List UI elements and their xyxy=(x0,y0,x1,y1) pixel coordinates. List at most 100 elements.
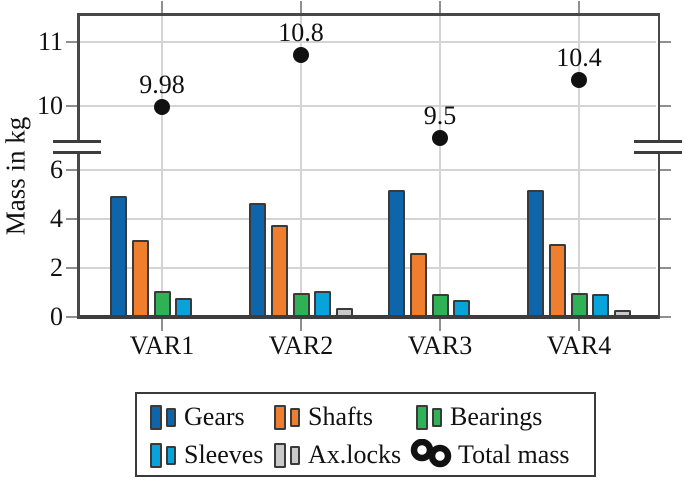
y-tick-label: 2 xyxy=(50,253,63,282)
gridline-v xyxy=(161,15,163,315)
axis-bottom xyxy=(77,315,660,319)
x-tick-bottom xyxy=(578,318,580,331)
point-label: 10.8 xyxy=(278,17,324,47)
y-tick-label: 4 xyxy=(50,204,63,233)
legend-label: Bearings xyxy=(450,402,543,431)
legend-bar-icon xyxy=(166,445,176,465)
bar-gears-var2 xyxy=(249,203,267,317)
x-tick-top xyxy=(300,1,302,13)
axis-break-mark-right-1 xyxy=(634,139,682,143)
legend-label: Shafts xyxy=(308,402,373,431)
legend-item-bearings: Bearings xyxy=(416,400,542,434)
legend-bar-icon xyxy=(166,407,176,427)
bar-shafts-var4 xyxy=(548,243,566,317)
legend-item-ax-locks: Ax.locks xyxy=(274,438,401,472)
legend-item-sleeves: Sleeves xyxy=(150,438,263,472)
legend-bar-icon xyxy=(274,442,286,468)
point-label: 9.98 xyxy=(139,70,185,100)
bar-gears-var1 xyxy=(110,195,128,317)
axis-right-upper xyxy=(657,13,660,140)
y-tick-left xyxy=(66,316,77,318)
bar-sleeves-var2 xyxy=(314,291,332,317)
gridline-h xyxy=(79,218,656,220)
legend-marker-bearings-icon xyxy=(416,404,442,430)
y-tick-label: 11 xyxy=(37,27,63,56)
x-tick-bottom xyxy=(300,318,302,331)
bar-bearings-var2 xyxy=(292,292,310,317)
axis-break-mark-right-2 xyxy=(634,150,682,154)
bar-bearings-var1 xyxy=(153,291,171,317)
x-tick-bottom xyxy=(161,318,163,331)
x-tick-top xyxy=(161,1,163,13)
legend-label: Sleeves xyxy=(184,440,264,469)
x-tick-top xyxy=(439,1,441,13)
point-total-mass-var2 xyxy=(293,46,309,63)
y-tick-right xyxy=(660,105,671,107)
x-tick-bottom xyxy=(439,318,441,331)
legend-label: Total mass xyxy=(458,440,570,469)
gridline-v xyxy=(300,15,302,315)
x-tick-top xyxy=(578,1,580,13)
axis-break-mark-left-2 xyxy=(53,150,101,154)
legend: Gears Shafts Bearings Sleeves Ax.locks Total … xyxy=(135,392,596,477)
legend-item-shafts: Shafts xyxy=(274,400,373,434)
y-tick-right xyxy=(660,218,671,220)
y-tick-label: 6 xyxy=(50,155,63,184)
point-total-mass-var4 xyxy=(571,72,587,89)
gridline-h xyxy=(79,169,656,171)
bar-shafts-var3 xyxy=(409,253,427,317)
legend-bar-icon xyxy=(290,407,300,427)
legend-bar-icon xyxy=(150,404,162,430)
point-total-mass-var3 xyxy=(432,130,448,146)
y-tick-left xyxy=(66,218,77,220)
bar-gears-var4 xyxy=(527,189,545,317)
legend-label: Gears xyxy=(184,402,245,431)
bar-sleeves-var4 xyxy=(592,294,610,317)
legend-bar-icon xyxy=(150,442,162,468)
legend-label: Ax.locks xyxy=(308,440,402,469)
gridline-v xyxy=(439,15,441,315)
x-category-label: VAR4 xyxy=(546,331,612,360)
point-total-mass-var1 xyxy=(154,99,170,116)
bar-shafts-var1 xyxy=(131,239,149,317)
x-category-label: VAR1 xyxy=(129,331,195,360)
y-tick-left xyxy=(66,105,77,107)
legend-bar-icon xyxy=(416,404,428,430)
gridline-v xyxy=(578,15,580,315)
axis-left-lower xyxy=(77,150,80,319)
legend-bar-icon xyxy=(432,407,442,427)
axis-break-mark-left-1 xyxy=(53,139,101,143)
gridline-h xyxy=(79,41,656,43)
legend-marker-shafts-icon xyxy=(274,404,300,430)
legend-item-gears: Gears xyxy=(150,400,245,434)
y-tick-right xyxy=(660,169,671,171)
y-tick-left xyxy=(66,169,77,171)
point-label: 10.4 xyxy=(556,43,602,73)
legend-marker-sleeves-icon xyxy=(150,442,176,468)
legend-item-total-mass: Total mass xyxy=(408,438,570,472)
y-tick-left xyxy=(66,41,77,43)
legend-marker-gears-icon xyxy=(150,404,176,430)
y-tick-label: 0 xyxy=(50,302,63,331)
legend-bar-icon xyxy=(290,445,300,465)
bar-shafts-var2 xyxy=(270,225,288,317)
gridline-h xyxy=(79,105,656,107)
legend-bar-icon xyxy=(274,404,286,430)
gridline-h xyxy=(79,267,656,269)
y-tick-right xyxy=(660,316,671,318)
axis-left-upper xyxy=(77,13,80,140)
legend-marker-ax-locks-icon xyxy=(274,442,300,468)
y-tick-right xyxy=(660,267,671,269)
axis-right-lower xyxy=(657,150,660,319)
x-category-label: VAR3 xyxy=(407,331,473,360)
y-tick-right xyxy=(660,41,671,43)
bar-gears-var3 xyxy=(388,189,406,317)
bar-bearings-var4 xyxy=(570,292,588,317)
point-label: 9.5 xyxy=(423,101,457,130)
x-category-label: VAR2 xyxy=(268,331,334,360)
y-tick-label: 10 xyxy=(37,91,63,120)
axis-top xyxy=(77,13,660,16)
y-tick-left xyxy=(66,267,77,269)
bar-bearings-var3 xyxy=(431,293,449,317)
